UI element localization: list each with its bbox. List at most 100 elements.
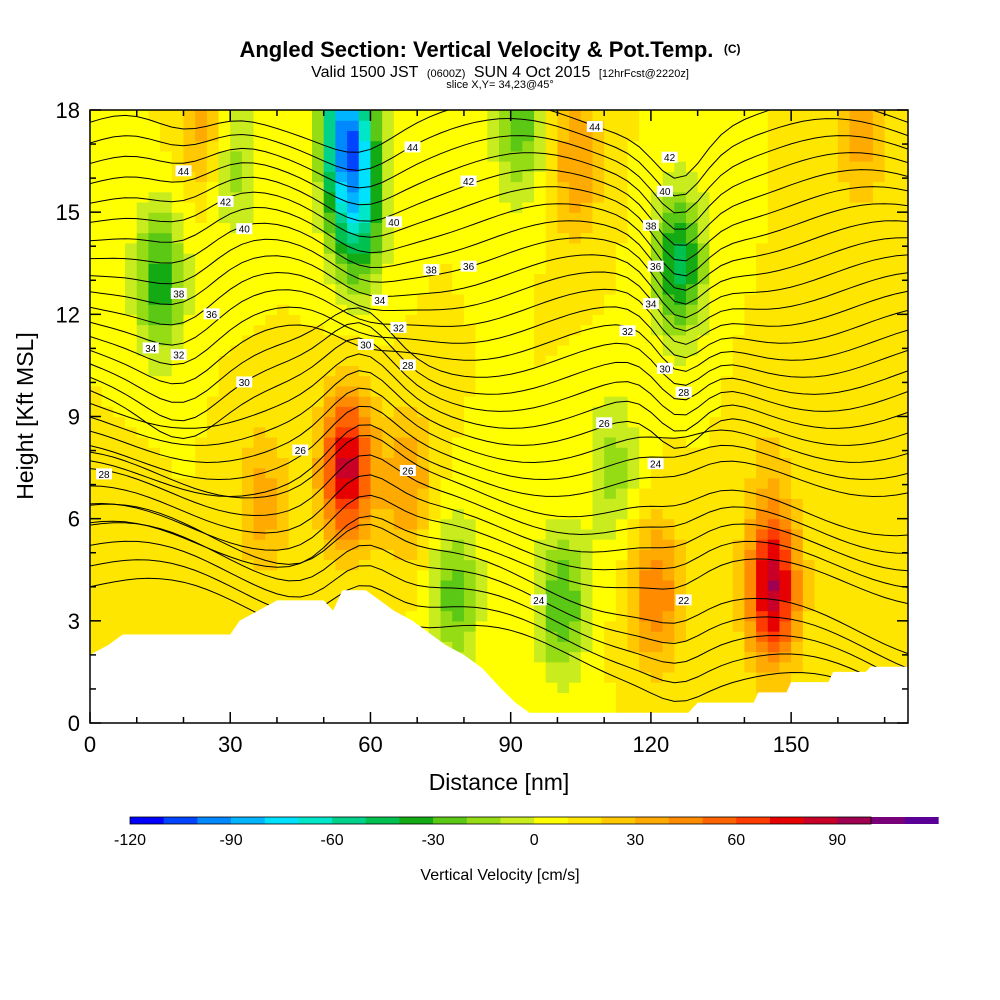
velocity-cell xyxy=(814,130,827,142)
velocity-cell xyxy=(756,671,769,683)
velocity-cell xyxy=(580,334,594,346)
velocity-cell xyxy=(230,140,243,152)
velocity-cell xyxy=(592,293,605,305)
velocity-cell xyxy=(358,518,372,530)
velocity-cell xyxy=(545,110,559,121)
velocity-cell xyxy=(370,212,383,223)
velocity-cell xyxy=(896,477,908,489)
velocity-cell xyxy=(113,631,126,642)
velocity-cell xyxy=(206,161,220,172)
velocity-cell xyxy=(288,508,301,520)
velocity-cell xyxy=(125,579,138,591)
colorbar-swatch xyxy=(702,817,737,824)
velocity-cell xyxy=(814,253,827,264)
velocity-cell xyxy=(393,436,407,448)
velocity-cell xyxy=(206,539,220,550)
velocity-cell xyxy=(744,355,757,367)
velocity-cell xyxy=(791,579,804,591)
velocity-cell xyxy=(230,130,243,142)
velocity-cell xyxy=(791,620,804,632)
velocity-cell xyxy=(370,385,383,397)
velocity-cell xyxy=(475,631,488,642)
velocity-cell xyxy=(872,600,886,612)
velocity-cell xyxy=(826,344,839,356)
velocity-cell xyxy=(732,528,745,540)
velocity-cell xyxy=(756,273,769,285)
velocity-cell xyxy=(814,671,827,683)
velocity-cell xyxy=(592,651,605,663)
velocity-cell xyxy=(113,569,126,581)
velocity-cell xyxy=(323,396,336,407)
velocity-cell xyxy=(732,436,745,448)
velocity-cell xyxy=(534,283,547,295)
velocity-cell xyxy=(382,508,395,520)
velocity-cell xyxy=(499,436,512,448)
velocity-cell xyxy=(288,273,301,285)
velocity-cell xyxy=(405,447,418,458)
velocity-cell xyxy=(685,283,699,295)
pot-temp-isoline xyxy=(90,117,908,197)
velocity-cell xyxy=(335,498,348,510)
contour-label-bg xyxy=(385,216,402,228)
velocity-cell xyxy=(253,457,266,469)
velocity-cell xyxy=(779,436,792,448)
velocity-cell xyxy=(744,344,757,356)
velocity-cell xyxy=(791,518,804,530)
velocity-cell xyxy=(323,457,336,469)
velocity-cell xyxy=(849,641,862,653)
velocity-cell xyxy=(650,273,664,285)
velocity-cell xyxy=(125,467,138,479)
velocity-cell xyxy=(90,212,103,223)
velocity-cell xyxy=(872,518,886,530)
velocity-cell xyxy=(744,385,757,397)
velocity-cell xyxy=(417,488,430,499)
velocity-cell xyxy=(814,140,827,152)
velocity-cell xyxy=(767,242,781,254)
velocity-cell xyxy=(230,477,243,489)
velocity-cell xyxy=(393,263,407,275)
velocity-cell xyxy=(265,436,278,448)
velocity-cell xyxy=(136,232,150,244)
contour-label: 24 xyxy=(650,460,662,471)
velocity-cell xyxy=(627,620,640,632)
velocity-cell xyxy=(709,426,722,438)
velocity-cell xyxy=(791,436,804,448)
velocity-cell xyxy=(721,467,734,479)
velocity-cell xyxy=(347,344,360,356)
velocity-cell xyxy=(650,212,664,223)
velocity-cell xyxy=(312,150,325,162)
velocity-cell xyxy=(370,171,383,183)
velocity-cell xyxy=(323,590,336,601)
velocity-cell xyxy=(884,549,897,561)
velocity-cell xyxy=(615,304,629,315)
velocity-cell xyxy=(487,641,500,653)
velocity-cell xyxy=(125,385,138,397)
velocity-cell xyxy=(837,161,851,172)
velocity-cell xyxy=(697,120,710,132)
velocity-cell xyxy=(627,457,640,469)
velocity-cell xyxy=(195,508,208,520)
velocity-cell xyxy=(160,171,173,183)
velocity-cell xyxy=(826,447,839,458)
velocity-cell xyxy=(545,661,559,673)
velocity-cell xyxy=(300,161,313,172)
velocity-cell xyxy=(615,150,629,162)
velocity-cell xyxy=(90,181,103,193)
velocity-cell xyxy=(744,396,757,407)
velocity-cell xyxy=(475,477,488,489)
velocity-cell xyxy=(463,396,477,407)
velocity-cell xyxy=(241,579,255,591)
velocity-cell xyxy=(802,324,816,336)
velocity-cell xyxy=(779,447,792,458)
velocity-cell xyxy=(662,620,675,632)
velocity-cell xyxy=(136,396,150,407)
velocity-cell xyxy=(744,273,757,285)
velocity-cell xyxy=(499,590,512,601)
velocity-cell xyxy=(849,385,862,397)
velocity-cell xyxy=(300,212,313,223)
velocity-cell xyxy=(674,682,687,693)
velocity-cell xyxy=(417,579,430,591)
velocity-cell xyxy=(756,457,769,469)
velocity-cell xyxy=(206,365,220,377)
velocity-cell xyxy=(627,477,640,489)
